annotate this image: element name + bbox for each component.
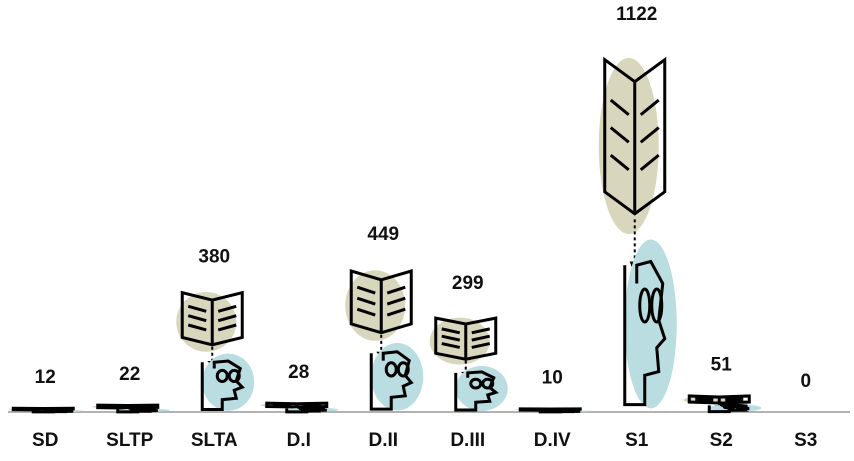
- eye: [471, 379, 481, 388]
- value-label: 51: [711, 354, 733, 375]
- eye: [229, 370, 239, 381]
- x-tick-label: D.I: [287, 430, 311, 451]
- pictogram: [91, 405, 170, 412]
- pictogram: [514, 409, 593, 412]
- value-label: 299: [452, 273, 484, 294]
- pictogram: [345, 270, 424, 411]
- eye: [217, 370, 227, 381]
- pictogram: [598, 58, 677, 409]
- eye: [302, 409, 312, 410]
- person: [625, 262, 665, 405]
- pictogram: [429, 318, 508, 412]
- x-tick-label: SLTP: [106, 430, 153, 451]
- eye: [724, 406, 734, 408]
- value-label: 449: [367, 224, 399, 245]
- value-label: 28: [288, 362, 309, 383]
- x-tick-label: SD: [32, 430, 58, 451]
- value-label: 0: [800, 371, 811, 392]
- pictogram: [260, 403, 339, 412]
- book: [436, 318, 496, 359]
- person: [202, 361, 242, 409]
- book: [98, 405, 158, 408]
- x-tick-label: D.III: [450, 430, 485, 451]
- eye: [398, 363, 408, 376]
- value-label: 380: [198, 247, 230, 268]
- eye: [640, 289, 650, 322]
- value-label: 1122: [616, 4, 657, 25]
- eye: [483, 379, 493, 388]
- eye: [386, 363, 396, 376]
- x-tick-label: S1: [625, 430, 649, 451]
- x-tick-label: S2: [710, 430, 733, 451]
- person: [456, 372, 496, 410]
- eye: [314, 409, 324, 410]
- x-tick-label: D.II: [368, 430, 398, 451]
- x-tick-label: SLTA: [191, 430, 238, 451]
- book: [605, 60, 665, 214]
- eye: [133, 410, 143, 411]
- book: [351, 271, 411, 333]
- x-tick-label: D.IV: [534, 430, 571, 451]
- pictogram: [176, 292, 255, 411]
- pictogram: [683, 396, 762, 412]
- book: [182, 293, 242, 345]
- eye: [736, 406, 746, 408]
- pictogram: [7, 408, 86, 412]
- person-shade: [624, 239, 677, 409]
- x-tick-label: S3: [794, 430, 817, 451]
- eye: [145, 410, 155, 411]
- eye: [652, 289, 662, 322]
- value-label: 12: [35, 367, 56, 388]
- book: [267, 403, 327, 407]
- book: [689, 396, 749, 403]
- person: [371, 352, 411, 409]
- value-label: 22: [119, 364, 140, 385]
- value-label: 10: [542, 368, 563, 389]
